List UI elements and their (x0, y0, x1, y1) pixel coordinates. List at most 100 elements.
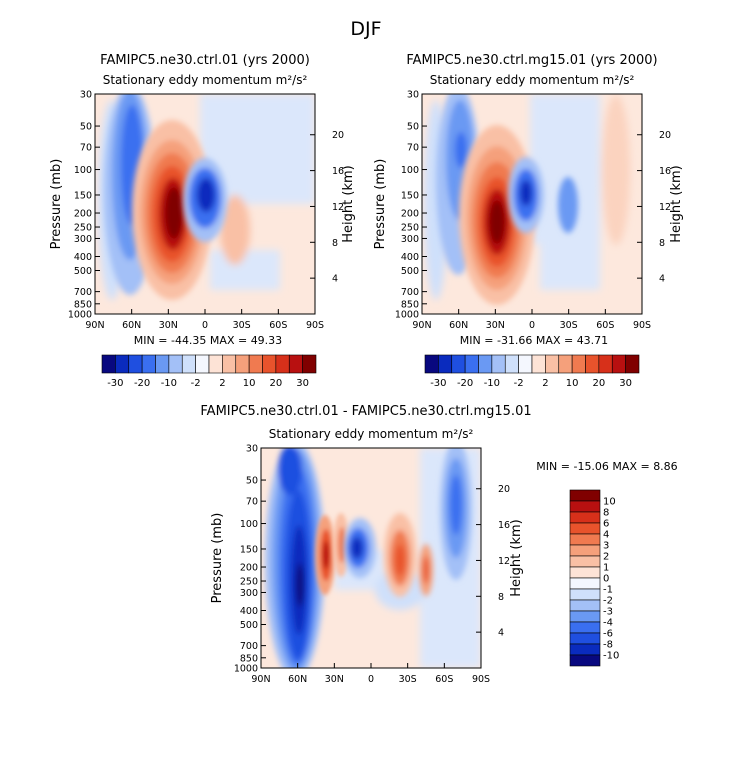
y-axis-label: Pressure (mb) (49, 159, 64, 250)
colorbar-label: 1 (603, 563, 609, 574)
y-tick-label: 700 (74, 287, 92, 298)
x-tick-label: 30S (560, 320, 578, 331)
colorbar-swatch (571, 354, 586, 374)
y-tick-label: 30 (407, 90, 419, 101)
y-tick-label: 1000 (234, 664, 258, 675)
y-tick-label: 1000 (68, 310, 92, 321)
colorbar-swatch (611, 354, 626, 374)
trough-nh-core (296, 563, 304, 607)
x-tick-label: 30N (159, 320, 178, 331)
y-tick-label: 30 (80, 90, 92, 101)
panel-title: FAMIPC5.ne30.ctrl.01 (yrs 2000) (100, 53, 310, 68)
colorbar-label: 30 (619, 378, 632, 389)
y2-tick-label: 12 (498, 556, 510, 567)
neg-70s-core (450, 475, 462, 535)
tropic-trough-core (520, 180, 532, 206)
x-tick-label: 90N (251, 674, 270, 685)
colorbar-swatch (569, 621, 601, 634)
colorbar-swatch (598, 354, 613, 374)
y-tick-label: 850 (401, 299, 419, 310)
x-tick-label: 90N (85, 320, 104, 331)
colorbar-swatch (569, 555, 601, 568)
y-tick-label: 300 (74, 234, 92, 245)
pos-25n-core (338, 527, 346, 563)
x-tick-label: 90S (306, 320, 324, 331)
colorbar-swatch (569, 533, 601, 546)
colorbar-label: 20 (270, 378, 283, 389)
colorbar-swatch (569, 566, 601, 579)
x-tick-label: 60S (435, 674, 453, 685)
colorbar-label: -6 (603, 629, 613, 640)
colorbar-swatch (569, 500, 601, 513)
colorbar-swatch (569, 632, 601, 645)
x-axis: 90N 60N 30N 0 30S 60S 90S (412, 309, 651, 331)
colorbar-label: -2 (603, 596, 613, 607)
subtitle-text: Stationary eddy momentum (430, 73, 599, 87)
y-tick-label: 30 (246, 444, 258, 455)
x-axis: 90N 60N 30N 0 30S 60S 90S (251, 663, 490, 685)
y-tick-label: 100 (401, 165, 419, 176)
panel-experiment: FAMIPC5.ne30.ctrl.mg15.01 (yrs 2000) Sta… (373, 53, 684, 347)
x-tick-label: 0 (368, 674, 374, 685)
y-tick-label: 700 (401, 287, 419, 298)
units-text: m²/s² (442, 427, 474, 441)
colorbar-label: 10 (566, 378, 579, 389)
colorbar-label: -30 (107, 378, 123, 389)
x-tick-label: 30S (399, 674, 417, 685)
y2-tick-label: 20 (332, 130, 344, 141)
x-tick-label: 90S (472, 674, 490, 685)
x-tick-label: 60N (288, 674, 307, 685)
y-axis-right: 4 8 12 16 20 (310, 130, 344, 285)
x-tick-label: 60N (449, 320, 468, 331)
units-text: m²/s² (276, 73, 308, 87)
pos-38n-core (323, 541, 329, 569)
y-tick-label: 70 (407, 143, 419, 154)
y2-tick-label: 8 (332, 238, 338, 249)
colorbar-swatch (208, 354, 223, 374)
y-tick-label: 700 (240, 641, 258, 652)
trough-nh-inner (455, 132, 467, 168)
panel-subtitle: Stationary eddy momentum m²/s² (103, 73, 308, 87)
colorbar-experiment: -30 -20 -10 -2 2 10 20 30 (424, 354, 640, 389)
colorbar-swatch (155, 354, 170, 374)
colorbar-swatch (464, 354, 479, 374)
pos-45s-core (423, 556, 429, 584)
panel-difference: FAMIPC5.ne30.ctrl.01 - FAMIPC5.ne30.ctrl… (200, 404, 677, 685)
sh-trough (558, 177, 578, 233)
colorbar-swatch (569, 577, 601, 590)
y2-tick-label: 12 (659, 202, 671, 213)
colorbar-label: 4 (603, 530, 609, 541)
y2-tick-label: 20 (659, 130, 671, 141)
y-tick-label: 100 (74, 165, 92, 176)
y2-tick-label: 20 (498, 484, 510, 495)
panel-subtitle: Stationary eddy momentum m²/s² (430, 73, 635, 87)
neg-tropic-core (351, 537, 363, 559)
x-tick-label: 30N (325, 674, 344, 685)
y-tick-label: 1000 (395, 310, 419, 321)
y-tick-label: 400 (401, 252, 419, 263)
x-tick-label: 30S (233, 320, 251, 331)
y-axis-right: 4 8 12 16 20 (476, 484, 510, 639)
orange-region-sh (602, 95, 630, 245)
x-tick-label: 60S (269, 320, 287, 331)
x-axis: 90N 60N 30N 0 30S 60S 90S (85, 309, 324, 331)
y-tick-label: 400 (74, 252, 92, 263)
x-tick-label: 30N (486, 320, 505, 331)
y-axis-right: 4 8 12 16 20 (637, 130, 671, 285)
colorbar-swatch (558, 354, 573, 374)
colorbar-label: -10 (603, 651, 619, 662)
y-tick-label: 50 (246, 476, 258, 487)
x-tick-label: 90S (633, 320, 651, 331)
y-tick-label: 50 (407, 122, 419, 133)
colorbar-swatch (275, 354, 290, 374)
pos-20s-core (395, 544, 405, 576)
y-tick-label: 250 (401, 223, 419, 234)
y2-tick-label: 12 (332, 202, 344, 213)
plot-area (95, 94, 315, 314)
colorbar-label: 30 (296, 378, 309, 389)
panel-control: FAMIPC5.ne30.ctrl.01 (yrs 2000) Stationa… (49, 53, 356, 347)
tropic-trough-core (197, 178, 215, 212)
colorbar-label: 2 (603, 552, 609, 563)
